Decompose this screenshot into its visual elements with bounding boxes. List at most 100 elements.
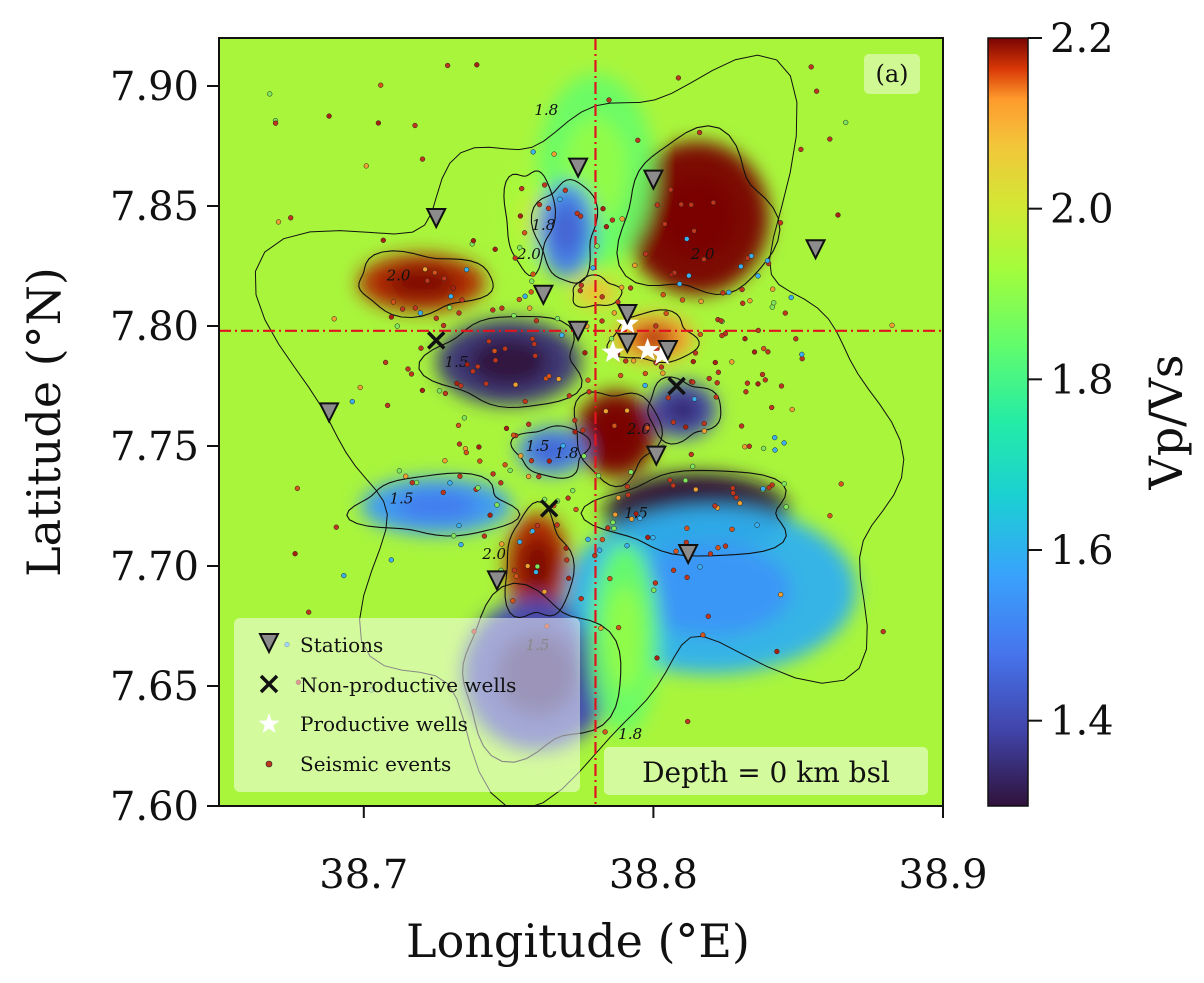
seismic-event	[419, 156, 426, 162]
y-tick-label-3: 7.75	[110, 424, 199, 470]
station-1	[567, 157, 589, 179]
seismic-event	[510, 432, 517, 438]
seismic-event	[701, 420, 707, 427]
seismic-event	[686, 273, 692, 279]
seismic-event	[463, 266, 470, 273]
seismic-event	[718, 318, 724, 324]
seismic-event	[573, 506, 579, 513]
seismic-event	[744, 380, 751, 386]
seismic-event	[633, 511, 639, 517]
seismic-event	[288, 215, 294, 221]
seismic-event	[693, 486, 699, 493]
seismic-event	[627, 285, 634, 291]
seismic-event	[326, 113, 332, 119]
seismic-event	[483, 381, 489, 387]
contour-label-5: 1.5	[445, 353, 469, 371]
seismic-event	[676, 281, 683, 287]
seismic-event	[618, 284, 625, 291]
seismic-event	[889, 322, 895, 328]
seismic-event	[546, 373, 552, 379]
seismic-event	[522, 398, 528, 405]
seismic-event	[502, 346, 508, 352]
seismic-event	[517, 213, 524, 219]
seismic-event	[530, 271, 536, 277]
station-7	[616, 304, 638, 326]
seismic-event	[512, 382, 519, 388]
seismic-event	[600, 206, 606, 212]
seismic-event	[419, 387, 426, 394]
seismic-event	[585, 536, 591, 543]
seismic-event	[487, 512, 493, 518]
seismic-event	[632, 262, 638, 269]
seismic-event	[481, 533, 488, 539]
seismic-event	[772, 434, 778, 441]
seismic-event	[517, 244, 523, 251]
nonproductive-well-0	[426, 331, 446, 350]
nonproductive-well-2	[539, 499, 559, 518]
seismic-event	[451, 533, 457, 539]
seismic-event	[306, 609, 312, 615]
seismic-event	[578, 282, 584, 288]
seismic-event	[412, 122, 418, 129]
seismic-event	[512, 255, 518, 261]
seismic-event	[685, 718, 691, 725]
anomaly-core-4	[550, 203, 583, 257]
seismic-event	[607, 575, 613, 582]
seismic-event	[662, 221, 668, 227]
contour-10	[510, 425, 592, 479]
seismic-event	[701, 256, 707, 262]
contour-3	[503, 170, 557, 277]
seismic-event	[590, 265, 596, 271]
seismic-event	[684, 525, 690, 531]
legend-nonproductive-label: Non-productive wells	[300, 673, 516, 697]
seismic-event	[615, 495, 622, 501]
seismic-event	[667, 477, 673, 483]
panel-label: (a)	[875, 60, 908, 88]
seismic-event	[645, 534, 651, 541]
seismic-event	[606, 97, 612, 103]
seismic-event	[441, 275, 447, 282]
seismic-event	[766, 484, 772, 491]
seismic-event	[333, 524, 339, 530]
seismic-event	[554, 522, 560, 528]
seismic-event	[529, 278, 535, 284]
seismic-event	[644, 425, 651, 431]
seismic-event	[603, 408, 609, 414]
seismic-event	[503, 425, 510, 432]
seismic-event	[688, 451, 694, 458]
seismic-event	[491, 348, 498, 354]
seismic-event	[530, 149, 536, 155]
seismic-event	[534, 522, 541, 529]
contour-label-9: 1.5	[390, 490, 414, 508]
seismic-event	[527, 305, 533, 311]
seismic-event	[470, 238, 477, 244]
seismic-event	[684, 236, 690, 242]
seismic-event	[755, 327, 761, 334]
seismic-event	[432, 269, 438, 276]
seismic-event	[710, 199, 717, 206]
seismic-event	[611, 310, 617, 316]
seismic-event	[409, 480, 415, 486]
contour-11	[580, 469, 787, 557]
seismic-event	[492, 357, 499, 363]
seismic-event	[528, 289, 534, 295]
station-5	[567, 320, 589, 343]
seismic-event	[522, 293, 528, 299]
seismic-event	[399, 306, 406, 312]
seismic-event	[684, 574, 690, 581]
seismic-event	[521, 230, 528, 236]
seismic-event	[475, 485, 481, 491]
y-tick-label-1: 7.65	[110, 664, 199, 710]
seismic-event	[357, 384, 363, 391]
seismic-event	[608, 336, 615, 342]
station-2	[642, 169, 665, 191]
seismic-event	[781, 440, 787, 446]
seismic-event	[737, 500, 743, 506]
seismic-event	[412, 305, 418, 311]
seismic-event	[566, 393, 572, 399]
seismic-event	[760, 486, 766, 492]
seismic-event	[525, 563, 531, 569]
legend-productive-marker	[258, 713, 280, 733]
seismic-event	[740, 300, 746, 306]
